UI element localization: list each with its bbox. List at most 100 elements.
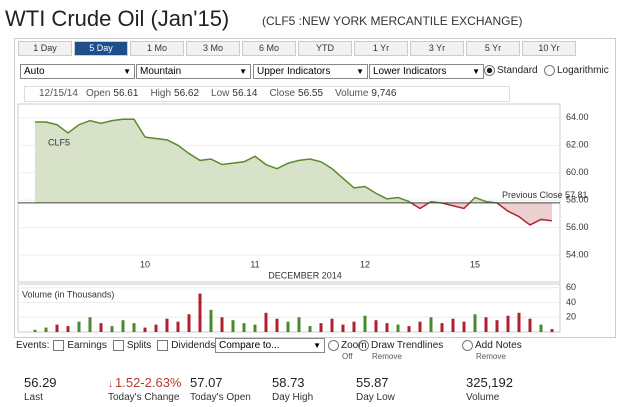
radio-label: Standard <box>497 65 538 77</box>
stat-number: 55.87 <box>356 375 389 390</box>
tab[interactable]: 1 Yr <box>354 41 408 56</box>
tab[interactable]: 1 Mo <box>130 41 184 56</box>
y-tick-label: 40 <box>566 297 576 307</box>
volume-bar <box>143 327 147 332</box>
volume-bar <box>286 321 290 332</box>
checkbox[interactable] <box>112 340 124 351</box>
tab[interactable]: 5 Yr <box>466 41 520 56</box>
volume-bar <box>121 320 125 332</box>
dropdown[interactable]: Auto ▼ <box>20 64 135 79</box>
tab[interactable]: 6 Mo <box>242 41 296 56</box>
dropdown-arrow: ▼ <box>123 67 131 76</box>
previous-close-label: Previous Close 57.81 <box>502 190 588 200</box>
volume-bar <box>231 320 235 332</box>
tool-sub: Off <box>342 352 353 361</box>
dropdown-arrow: ▼ <box>239 67 247 76</box>
stat-value: 56.29 <box>24 375 57 390</box>
stat-value: 57.07 <box>190 375 223 390</box>
info-value: 9,746 <box>371 88 397 99</box>
stat-number: 325,192 <box>466 375 513 390</box>
info-key: High <box>150 88 172 99</box>
volume-bar <box>209 309 213 332</box>
events: Events: Earnings Splits Dividends <box>16 340 221 351</box>
volume-bar <box>308 326 312 332</box>
volume-bar <box>253 324 257 332</box>
info-date: 12/15/14 <box>39 88 78 99</box>
tool[interactable]: Zoom <box>328 340 367 351</box>
x-tick-label: 11 <box>250 259 259 269</box>
stat-label: Day Low <box>356 392 395 403</box>
stat-label: Day High <box>272 392 314 403</box>
stat-number: 57.07 <box>190 375 223 390</box>
subtitle: (CLF5 :NEW YORK MERCANTILE EXCHANGE) <box>262 14 523 28</box>
radio[interactable]: Logarithmic <box>544 65 609 76</box>
line-up <box>35 118 499 203</box>
y-tick-label: 60.00 <box>566 167 589 177</box>
volume-bar <box>66 326 70 332</box>
radio-dot <box>484 65 495 76</box>
tab[interactable]: 5 Day <box>74 41 128 56</box>
volume-bar <box>550 329 554 332</box>
stat-label: Last <box>24 392 43 403</box>
y-tick-label: 62.00 <box>566 140 589 150</box>
stat-label: Today's Change <box>108 392 180 403</box>
tab[interactable]: 1 Day <box>18 41 72 56</box>
volume-bar <box>495 320 499 332</box>
info-value: 56.62 <box>174 88 200 99</box>
tool-radio <box>328 340 339 351</box>
volume-bar <box>242 323 246 332</box>
title: WTI Crude Oil (Jan'15) <box>5 6 230 31</box>
tool[interactable]: Add Notes <box>462 340 522 351</box>
tab[interactable]: 10 Yr <box>522 41 576 56</box>
down-arrow: ↓ <box>108 379 113 390</box>
events-label: Events: <box>16 340 50 352</box>
info-key: Low <box>211 88 230 99</box>
tab[interactable]: 3 Mo <box>186 41 240 56</box>
info-value: 56.61 <box>113 88 139 99</box>
volume-bar <box>330 318 334 332</box>
info-row: 12/15/14 Open 56.61 High 56.62 Low 56.14 Close 5… <box>24 86 510 102</box>
stat-value: 58.73 <box>272 375 305 390</box>
tool-sub: Remove <box>476 352 506 361</box>
stat-number: 58.73 <box>272 375 305 390</box>
info-value: 56.14 <box>232 88 258 99</box>
volume-bar <box>319 323 323 332</box>
checkbox[interactable] <box>53 340 65 351</box>
dropdown[interactable]: Mountain ▼ <box>136 64 251 79</box>
volume-bar <box>88 317 92 332</box>
volume-bar <box>539 324 543 332</box>
dropdown[interactable]: Lower Indicators ▼ <box>369 64 484 79</box>
volume-bar <box>165 318 169 332</box>
volume-bar <box>473 314 477 332</box>
series-label: CLF5 <box>48 137 70 147</box>
volume-bar <box>55 324 59 332</box>
volume-bar <box>407 326 411 332</box>
compare[interactable]: Compare to... ▼ <box>215 338 325 353</box>
y-tick-label: 64.00 <box>566 112 589 122</box>
line-down <box>409 202 553 226</box>
checkbox[interactable] <box>157 340 169 351</box>
volume-bar <box>484 317 488 332</box>
y-tick-label: 56.00 <box>566 222 589 232</box>
volume-bar <box>110 326 114 332</box>
radio[interactable]: Standard <box>484 65 538 76</box>
stat-number: 1.52-2.63% <box>115 375 182 390</box>
volume-bar <box>440 323 444 332</box>
tab[interactable]: YTD <box>298 41 352 56</box>
stat-label: Today's Open <box>190 392 251 403</box>
checkbox-label: Dividends <box>171 340 216 352</box>
volume-bar <box>132 323 136 332</box>
stat-value: ↓ 1.52-2.63% <box>108 375 182 390</box>
volume-bar <box>506 315 510 332</box>
volume-bar <box>396 324 400 332</box>
tool[interactable]: Draw Trendlines <box>358 340 443 351</box>
x-axis-title: DECEMBER 2014 <box>268 270 342 280</box>
info-key: Close <box>269 88 296 99</box>
tool-label: Add Notes <box>475 340 522 352</box>
checkbox-label: Earnings <box>67 340 107 352</box>
dropdown[interactable]: Upper Indicators ▼ <box>253 64 368 79</box>
x-tick-label: 15 <box>470 259 480 269</box>
tab[interactable]: 3 Yr <box>410 41 464 56</box>
dropdown-label: Mountain <box>140 66 182 77</box>
